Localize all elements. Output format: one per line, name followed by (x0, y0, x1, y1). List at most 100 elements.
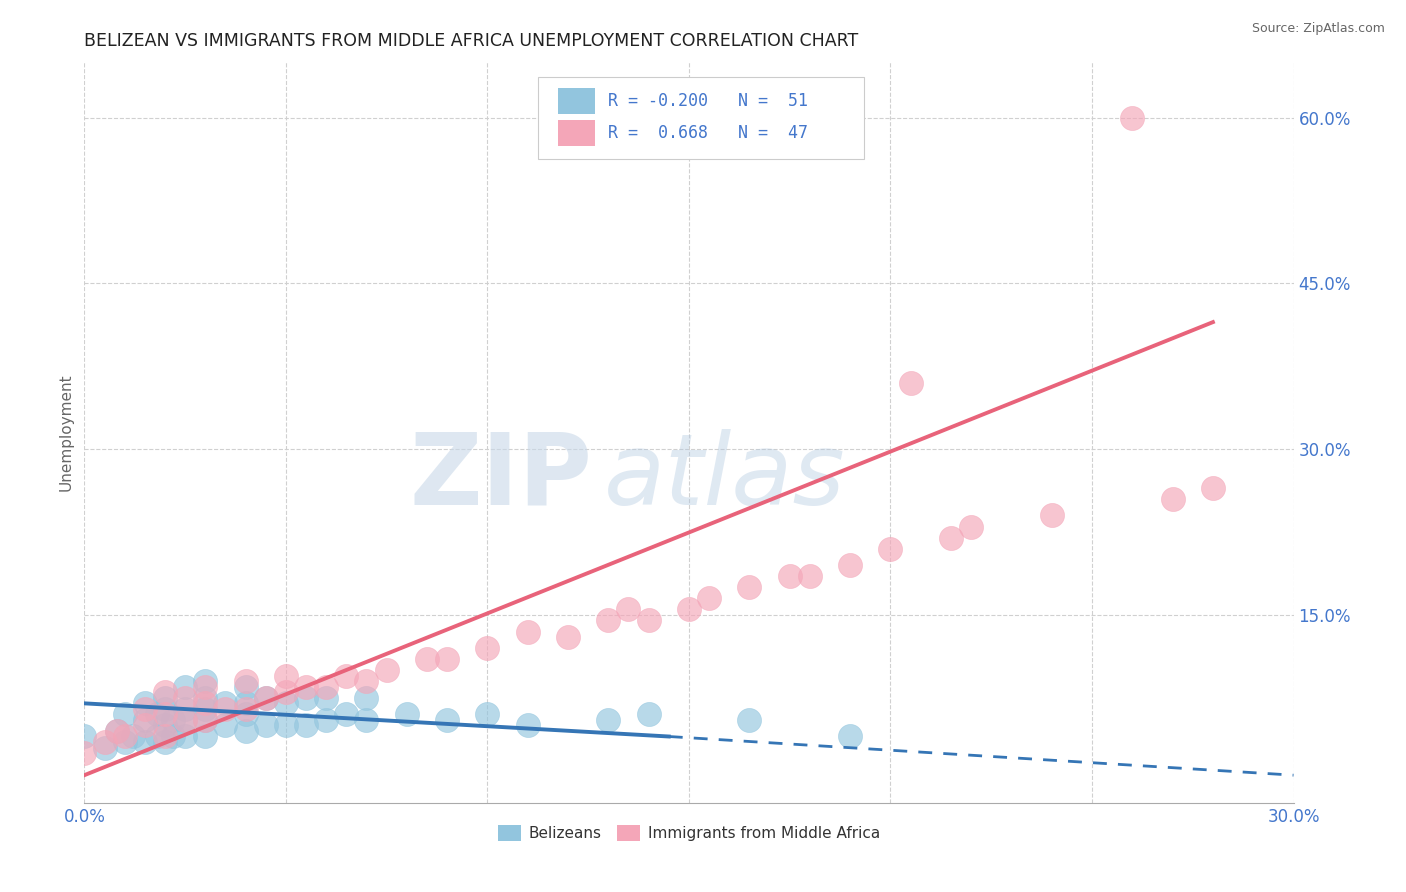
Point (194, 680, 217, 694)
Point (194, 730, 217, 744)
Point (153, 685, 176, 699)
Point (557, 630, 579, 644)
Point (105, 723, 128, 738)
Point (395, 707, 418, 722)
Point (678, 602, 700, 616)
Point (153, 707, 176, 722)
Point (194, 713, 217, 727)
Point (516, 718, 538, 732)
Point (214, 702, 236, 716)
FancyBboxPatch shape (558, 88, 595, 114)
Point (73, 746, 96, 760)
Point (153, 718, 176, 732)
Point (356, 690, 378, 705)
Point (598, 713, 620, 727)
Point (114, 730, 136, 744)
Point (153, 702, 176, 716)
Text: R = -0.200   N =  51: R = -0.200 N = 51 (607, 92, 808, 110)
Point (254, 690, 277, 705)
Point (114, 735, 136, 749)
Point (315, 713, 337, 727)
Point (839, 730, 862, 744)
Point (134, 718, 156, 732)
Point (162, 730, 184, 744)
Point (162, 713, 184, 727)
Point (1040, 508, 1063, 523)
Point (1202, 481, 1225, 495)
Point (356, 713, 378, 727)
Point (477, 641, 499, 656)
Point (598, 614, 620, 628)
Point (93, 735, 115, 749)
Point (235, 674, 257, 689)
Point (274, 669, 297, 683)
Point (214, 718, 236, 732)
Point (146, 730, 169, 744)
Point (93, 740, 115, 755)
Point (356, 674, 378, 689)
Point (194, 674, 217, 689)
Point (1121, 111, 1143, 125)
Point (134, 735, 156, 749)
Point (274, 718, 297, 732)
Point (960, 519, 983, 533)
Y-axis label: Unemployment: Unemployment (58, 374, 73, 491)
Point (214, 697, 236, 711)
Point (235, 680, 257, 694)
Text: ZIP: ZIP (409, 428, 592, 525)
Point (274, 697, 297, 711)
Point (174, 702, 197, 716)
Text: atlas: atlas (605, 428, 846, 525)
Point (105, 723, 128, 738)
Text: R =  0.668   N =  47: R = 0.668 N = 47 (607, 124, 808, 142)
Point (134, 702, 156, 716)
Point (1161, 491, 1184, 506)
Point (416, 652, 439, 666)
Point (436, 713, 458, 727)
Point (235, 702, 257, 716)
Point (174, 730, 197, 744)
Point (335, 707, 357, 722)
Point (194, 697, 217, 711)
Point (235, 723, 257, 738)
Point (295, 690, 318, 705)
Point (174, 713, 197, 727)
Point (174, 680, 197, 694)
Point (174, 713, 197, 727)
Point (235, 697, 257, 711)
Point (315, 690, 337, 705)
Point (637, 614, 659, 628)
Point (235, 707, 257, 722)
Point (121, 730, 143, 744)
Legend: Belizeans, Immigrants from Middle Africa: Belizeans, Immigrants from Middle Africa (492, 819, 886, 847)
Point (779, 569, 801, 583)
Point (146, 707, 169, 722)
Point (194, 713, 217, 727)
Point (295, 680, 318, 694)
Point (254, 690, 277, 705)
Point (194, 690, 217, 705)
Point (900, 376, 922, 390)
Point (939, 531, 962, 545)
Point (738, 580, 761, 594)
Point (194, 702, 217, 716)
Point (174, 690, 197, 705)
Point (114, 707, 136, 722)
Point (295, 718, 318, 732)
Point (879, 541, 901, 556)
Point (799, 569, 821, 583)
Point (153, 730, 176, 744)
Point (153, 735, 176, 749)
Point (839, 558, 862, 573)
Text: BELIZEAN VS IMMIGRANTS FROM MIDDLE AFRICA UNEMPLOYMENT CORRELATION CHART: BELIZEAN VS IMMIGRANTS FROM MIDDLE AFRIC… (84, 32, 859, 50)
Point (516, 624, 538, 639)
Text: Source: ZipAtlas.com: Source: ZipAtlas.com (1251, 22, 1385, 36)
Point (375, 663, 398, 677)
Point (436, 652, 458, 666)
FancyBboxPatch shape (538, 78, 865, 159)
Point (335, 669, 357, 683)
Point (254, 718, 277, 732)
Point (477, 707, 499, 722)
Point (738, 713, 761, 727)
Point (73, 730, 96, 744)
